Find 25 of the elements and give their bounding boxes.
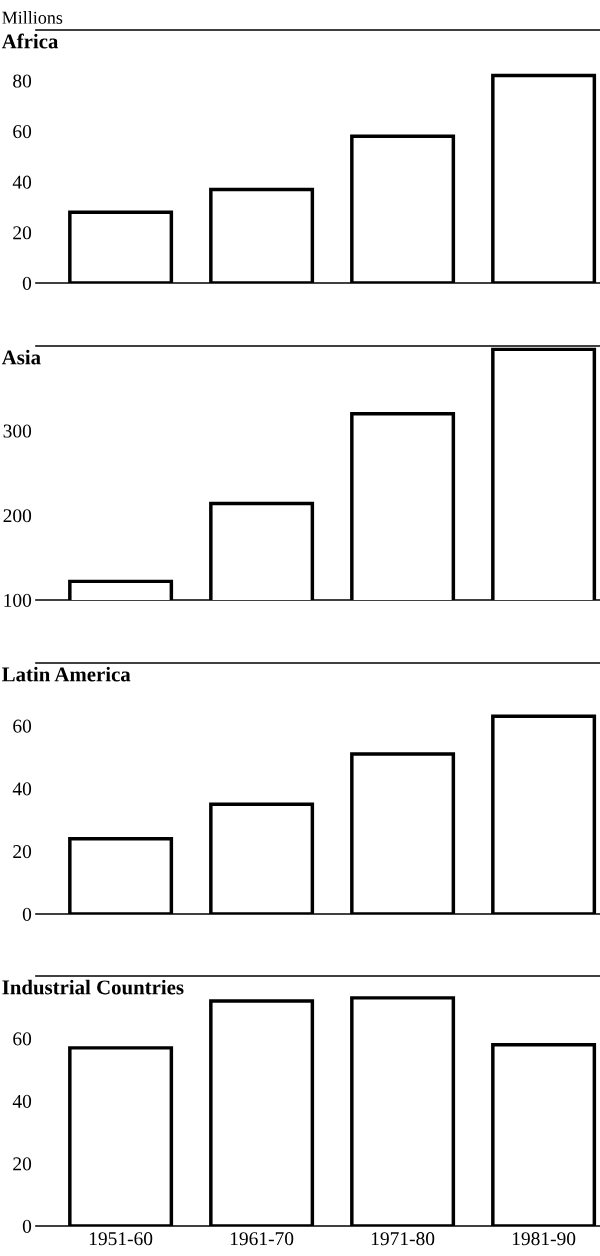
y-tick-label: 20 [13,1157,32,1171]
x-tick-label: 1961-70 [230,1232,294,1246]
x-tick-label: 1981-90 [512,1232,576,1246]
y-tick-label: 60 [13,719,32,733]
chart-title: Industrial Countries [2,979,184,995]
chart-title: Asia [1,349,41,365]
y-tick-label: 20 [13,226,32,240]
y-tick-label: 60 [13,125,32,139]
y-tick-label: 0 [22,276,32,290]
y-tick-label: 300 [3,424,32,438]
y-tick-label: 40 [12,782,32,796]
y-axis-title: Millions [2,11,63,24]
x-tick-label: 1971-80 [371,1232,435,1246]
x-tick-label: 1951-60 [89,1232,153,1246]
y-tick-label: 80 [13,74,32,88]
y-tick-label: 0 [22,907,32,921]
chart-title: Latin America [2,666,131,682]
chart-title: Africa [1,33,59,49]
y-tick-label: 60 [13,1032,32,1046]
y-tick-label: 20 [13,845,32,859]
y-tick-label: 0 [22,1219,32,1233]
y-tick-label: 100 [4,593,32,607]
y-tick-label: 200 [3,509,32,523]
y-tick-label: 40 [12,175,32,189]
y-tick-label: 40 [12,1094,32,1108]
